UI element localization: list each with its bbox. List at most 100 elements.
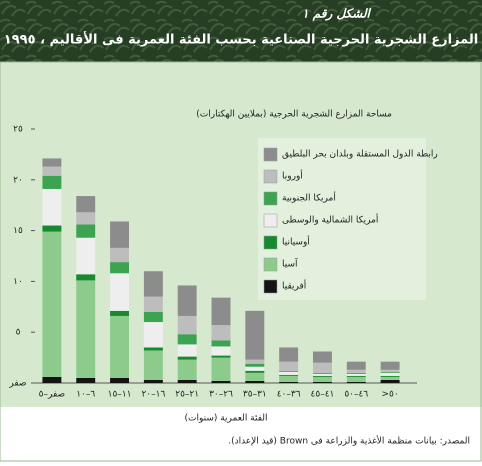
bar-segment	[312, 375, 332, 377]
bar-segment	[211, 355, 231, 358]
bar-segment	[279, 370, 299, 372]
bar-segment	[211, 380, 231, 383]
bar-segment	[110, 377, 130, 383]
bar-segment	[177, 359, 197, 380]
bar-segment	[279, 375, 299, 382]
bar-segment	[143, 296, 163, 312]
legend-label: أوسيانيا	[282, 236, 310, 248]
x-tick-label: ٢٦–٣٠	[209, 390, 233, 400]
legend-box	[258, 138, 426, 300]
y-tick-label: ٥	[16, 328, 21, 338]
bar-segment	[110, 221, 130, 248]
y-tick-label: صفر	[8, 379, 26, 389]
x-tick-label: ١٦–٢٠	[141, 390, 165, 400]
bar-segment	[143, 379, 163, 383]
bar-segment	[312, 372, 332, 374]
bar-segment	[211, 325, 231, 341]
x-tick-label: ٥٠<	[381, 390, 398, 400]
bar-segment	[42, 231, 62, 377]
bar-segment	[177, 356, 197, 360]
legend-swatch	[263, 257, 278, 272]
legend-label: آسيا	[282, 258, 298, 270]
legend-swatch	[263, 147, 278, 162]
bar-segment	[42, 188, 62, 226]
bar-segment	[245, 359, 265, 364]
bar-segment	[42, 166, 62, 176]
bar-segment	[346, 369, 366, 373]
bar-segment	[177, 315, 197, 335]
bar-segment	[110, 273, 130, 311]
bar-segment	[279, 374, 299, 376]
bar-segment	[312, 373, 332, 376]
bar-segment	[42, 158, 62, 167]
y-tick-label: ١٠	[13, 277, 23, 287]
bar-segment	[346, 376, 366, 382]
bar-segment	[177, 285, 197, 316]
chart-title: المزارع الشجرية الحرجية الصناعية بحسب ال…	[4, 31, 478, 48]
bar-segment	[177, 379, 197, 383]
legend-label: أفريقيا	[282, 280, 306, 292]
bar-segment	[143, 322, 163, 348]
bar-segment	[279, 347, 299, 362]
x-tick-label: صفر–٥	[39, 390, 66, 400]
bar-segment	[110, 262, 130, 274]
bar-segment	[312, 351, 332, 363]
y-tick-label: ١٥	[13, 226, 23, 236]
bar-segment	[346, 373, 366, 376]
legend-label: أمريكا الجنوبية	[282, 192, 336, 204]
bar-segment	[143, 311, 163, 323]
y-axis-label: مساحة المزارع الشجرية الحرجية (بملايين ا…	[196, 110, 392, 120]
bar-segment	[380, 376, 400, 380]
bar-segment	[42, 225, 62, 232]
source-note: المصدر: بيانات منظمة الأغذية والزراعة فى…	[228, 435, 470, 447]
legend-swatch	[263, 191, 278, 206]
bar-segment	[380, 369, 400, 372]
bar-segment	[76, 237, 96, 275]
x-tick-label: ١١–١٥	[108, 390, 132, 400]
bar-segment	[211, 297, 231, 326]
bar-segment	[143, 271, 163, 297]
bar-segment	[312, 381, 332, 383]
bar-segment	[76, 377, 96, 383]
bar-segment	[346, 381, 366, 383]
x-axis-label: الفئة العمرية (سنوات)	[184, 414, 267, 424]
bar-segment	[245, 372, 265, 381]
legend-swatch	[263, 213, 278, 228]
x-tick-label: ٢١–٢٥	[175, 390, 199, 400]
bar-segment	[76, 212, 96, 225]
bar-segment	[346, 375, 366, 377]
bar-segment	[380, 372, 400, 376]
legend-label: أوروبا	[282, 170, 303, 182]
legend-swatch	[263, 235, 278, 250]
figure-label: الشكل رقم ١	[302, 7, 371, 22]
bar-segment	[279, 381, 299, 383]
y-tick-label: ٢٠	[13, 175, 23, 185]
bar-segment	[211, 340, 231, 347]
bar-segment	[76, 224, 96, 238]
bar-segment	[380, 375, 400, 377]
legend-swatch	[263, 169, 278, 184]
x-tick-label: ٤١–٤٥	[311, 390, 335, 400]
x-tick-label: ٣١–٣٥	[243, 390, 267, 400]
x-tick-label: ٣٦–٤٠	[277, 390, 301, 400]
bar-segment	[143, 347, 163, 351]
bar-segment	[211, 346, 231, 356]
y-tick-label: ٢٥	[13, 125, 23, 135]
bar-segment	[312, 362, 332, 373]
bar-segment	[177, 334, 197, 345]
bar-segment	[245, 366, 265, 371]
bar-segment	[143, 350, 163, 380]
bar-segment	[279, 371, 299, 375]
frame	[0, 61, 482, 462]
bar-segment	[245, 380, 265, 383]
bar-segment	[211, 357, 231, 381]
header-background	[0, 0, 482, 62]
bar-segment	[110, 310, 130, 316]
bar-segment	[245, 363, 265, 367]
bar-segment	[245, 310, 265, 360]
bar-segment	[42, 376, 62, 383]
bar-segment	[76, 274, 96, 281]
legend-label: رابطة الدول المستقلة وبلدان بحر البلطيق	[282, 150, 438, 160]
